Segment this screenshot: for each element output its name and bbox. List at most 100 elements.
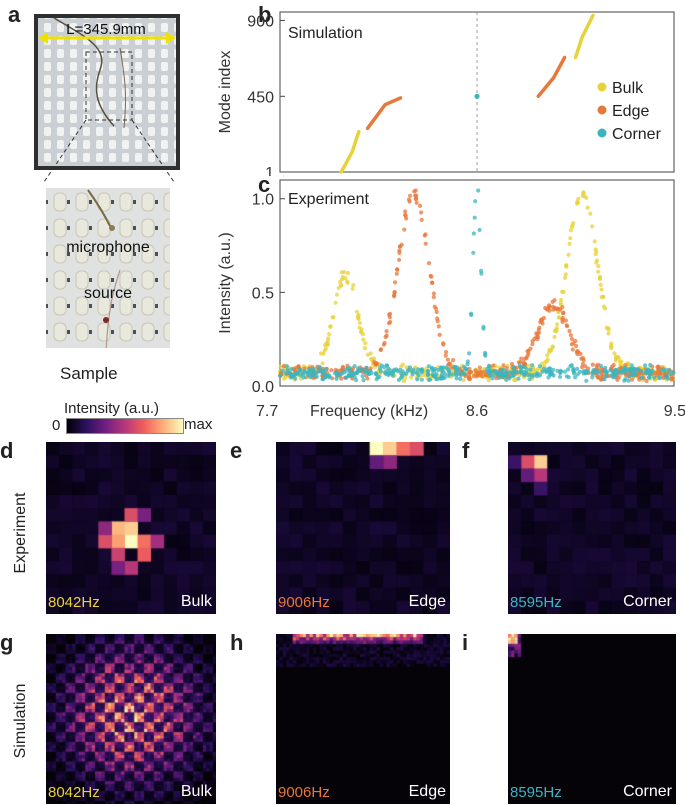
data-point [308,375,313,380]
panel-label-g: g [0,630,14,655]
data-point [406,368,411,373]
data-point [388,311,393,316]
data-point [581,190,586,195]
data-point [576,349,581,354]
data-point [419,367,424,373]
data-point [571,369,576,374]
data-point [320,361,325,366]
data-point [328,324,333,329]
experiment-field-map-corner [508,442,676,614]
data-point [552,298,557,303]
data-point [527,377,532,382]
series-line-bulk [339,129,361,174]
data-point [383,370,388,375]
data-point [466,376,471,381]
data-point [365,376,370,381]
data-point [284,364,289,369]
experiment-field-map-edge [276,442,450,614]
colorbar-gradient [66,418,184,434]
data-point [374,377,379,382]
data-point [383,334,388,340]
data-point [410,369,415,374]
data-point [558,370,563,375]
data-point [334,376,339,381]
data-point [525,349,530,354]
data-point [560,317,565,322]
series-line-edge [365,96,403,131]
data-point [447,369,452,374]
data-point [598,363,603,368]
data-point [347,365,352,370]
data-point [384,329,389,334]
data-point [496,375,502,380]
data-point [345,270,351,276]
data-point [461,378,466,383]
data-point [547,308,552,313]
field-map-type-label: Bulk [180,783,212,800]
data-point [395,267,400,272]
data-point [397,248,402,253]
data-point [360,374,365,379]
panel-label-b: b [258,2,272,27]
data-point [552,328,557,333]
y-tick-label: 450 [247,89,274,106]
data-point [517,363,522,368]
data-point [535,332,540,337]
legend-marker [597,128,607,138]
data-point [340,277,345,282]
legend-label: Edge [612,103,649,120]
data-point [667,368,672,373]
data-point [573,343,579,349]
data-point [453,366,458,371]
data-point [345,280,350,285]
data-point [502,371,507,376]
data-point [594,260,599,265]
data-point [378,369,383,374]
data-point [592,239,597,244]
data-point [580,365,585,370]
length-label: L=345.9mm [66,21,146,38]
data-point [426,364,431,369]
data-point [562,369,567,374]
data-point [548,348,553,353]
data-point [368,351,373,356]
data-point [516,360,521,365]
data-point [575,366,580,371]
data-point [431,295,436,300]
data-point [522,373,527,378]
data-point [575,200,581,205]
legend-label: Bulk [612,80,644,97]
data-point [361,337,366,342]
data-point [336,285,341,290]
data-point [413,188,418,193]
data-point [280,368,285,373]
data-point [567,241,572,246]
data-point [477,365,482,370]
data-point [325,338,330,344]
data-point [388,319,393,325]
data-point [325,342,330,347]
data-point [491,373,496,378]
data-point [570,223,575,228]
data-point [379,363,384,368]
data-point [478,369,483,374]
data-point [415,370,420,375]
data-point [419,210,424,215]
data-point [588,211,593,216]
data-point [575,372,580,377]
x-tick-label: 9.5 [664,403,685,420]
data-point [565,324,570,329]
simulation-chart: 1 450 900 Mode index Simulation Bulk Edge Corne… [217,11,675,176]
data-point [596,269,601,274]
field-map-frequency-label: 8042Hz [48,594,100,611]
legend-label: Corner [612,126,662,143]
data-point [429,365,434,370]
data-point [278,364,283,369]
data-point [384,363,389,368]
data-point [669,377,674,382]
data-point [396,377,402,382]
field-map-type-label: Corner [623,783,672,800]
data-point [339,270,344,275]
data-point [609,341,614,346]
data-point [402,376,408,381]
